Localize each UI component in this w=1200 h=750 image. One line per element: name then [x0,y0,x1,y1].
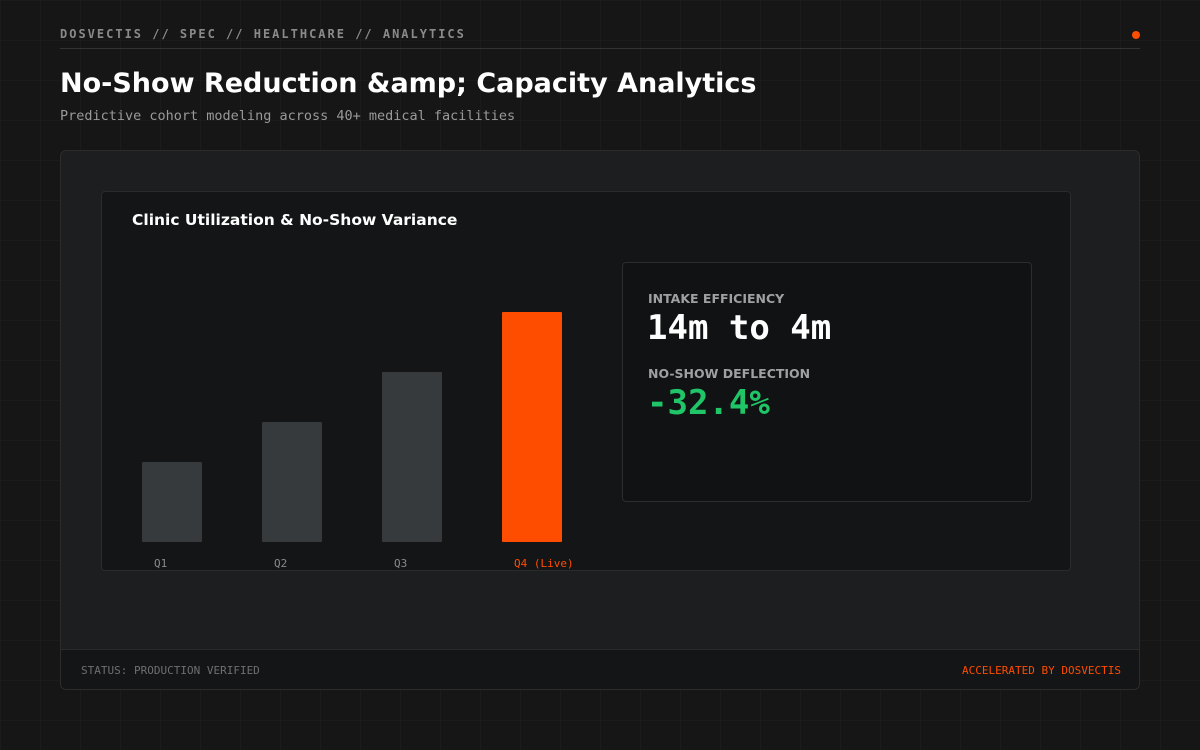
breadcrumb: DOSVECTIS // SPEC // HEALTHCARE // ANALY… [60,27,466,41]
bar-q2 [262,422,322,542]
page-subtitle: Predictive cohort modeling across 40+ me… [60,108,516,124]
footer-bar: STATUS: PRODUCTION VERIFIED ACCELERATED … [61,649,1139,689]
header-divider [60,48,1140,49]
metric-card: INTAKE EFFICIENCY 14m to 4m NO-SHOW DEFL… [622,262,1032,502]
status-dot-icon [1132,31,1140,39]
metric-label-intake-efficiency: INTAKE EFFICIENCY [648,291,785,306]
bar-q3 [382,372,442,542]
metric-value-intake-efficiency: 14m to 4m [647,308,832,348]
bar-chart: Q1 Q2 Q3 Q4 (Live) [142,312,574,570]
metric-value-no-show-deflection: -32.4% [647,383,770,423]
credit-text: ACCELERATED BY DOSVECTIS [962,664,1121,677]
page-title: No-Show Reduction &amp; Capacity Analyti… [60,68,757,99]
chart-card: Clinic Utilization & No-Show Variance Q1… [101,191,1071,571]
bar-q4-live [502,312,562,542]
chart-title: Clinic Utilization & No-Show Variance [132,211,458,229]
tick-label-q1: Q1 [154,557,167,570]
analytics-panel: Clinic Utilization & No-Show Variance Q1… [60,150,1140,690]
tick-label-q4-live: Q4 (Live) [514,557,574,570]
tick-label-q3: Q3 [394,557,407,570]
bar-q1 [142,462,202,542]
metric-label-no-show-deflection: NO-SHOW DEFLECTION [648,366,811,381]
tick-label-q2: Q2 [274,557,287,570]
status-text: STATUS: PRODUCTION VERIFIED [81,664,260,677]
